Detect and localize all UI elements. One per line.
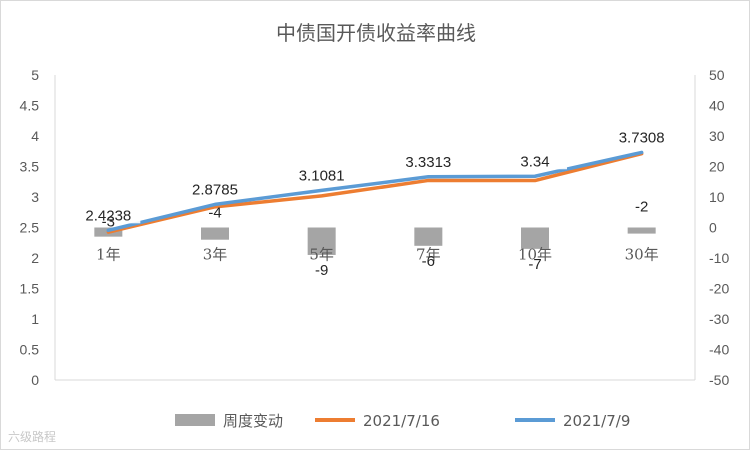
line-data-label: 3.3313 [405, 154, 451, 171]
left-tick-label: 2 [31, 250, 39, 266]
right-tick-label: 10 [709, 189, 725, 205]
left-tick-label: 5 [31, 67, 39, 83]
data-label-bg [183, 179, 247, 198]
data-label-bg [76, 205, 141, 224]
category-label: 30年 [625, 246, 659, 264]
bar [521, 227, 549, 249]
right-tick-label: -50 [709, 372, 729, 388]
right-tick-label: -10 [709, 250, 729, 266]
watermark: 六级路程 [8, 430, 57, 444]
data-label-bg [609, 127, 674, 146]
left-tick-label: 3 [31, 189, 39, 205]
legend-label: 周度变动 [223, 412, 283, 430]
legend-label: 2021/7/16 [363, 412, 440, 430]
bar-data-label: -2 [635, 199, 648, 216]
series-line [106, 151, 644, 234]
left-tick-label: 4 [31, 128, 39, 144]
line-data-label: 3.1081 [299, 167, 345, 184]
left-tick-label: 1 [31, 311, 39, 327]
line-data-label: 3.7308 [619, 129, 665, 146]
line-data-label: 3.34 [520, 153, 549, 170]
left-tick-label: 0 [31, 372, 39, 388]
right-tick-label: 0 [709, 220, 717, 236]
line-data-label: 2.8785 [192, 181, 238, 198]
legend-swatch [175, 414, 215, 426]
series-line [106, 150, 644, 233]
right-tick-label: -20 [709, 281, 729, 297]
data-label-bg [289, 165, 354, 184]
right-tick-label: 50 [709, 67, 725, 83]
bar-data-label: -4 [208, 205, 221, 222]
bar-data-label: -3 [102, 214, 115, 231]
legend-label: 2021/7/9 [563, 412, 630, 430]
data-label-bg [396, 151, 461, 170]
right-tick-label: 20 [709, 159, 725, 175]
right-tick-label: 40 [709, 98, 725, 114]
left-tick-label: 3.5 [20, 159, 40, 175]
left-tick-label: 4.5 [20, 98, 40, 114]
bar [201, 227, 229, 240]
category-label: 10年 [518, 246, 552, 264]
right-tick-label: -30 [709, 311, 729, 327]
right-tick-label: -40 [709, 342, 729, 358]
bar [307, 227, 336, 255]
right-tick-label: 30 [709, 128, 725, 144]
left-tick-label: 1.5 [20, 281, 40, 297]
bar-data-label: -9 [315, 262, 328, 279]
category-label: 1年 [96, 246, 121, 264]
bar-data-label: -6 [422, 253, 435, 270]
bar [627, 227, 656, 234]
chart-title: 中债国开债收益率曲线 [276, 21, 476, 45]
data-label-bg [503, 151, 567, 170]
bar-data-label: -7 [528, 256, 541, 273]
category-label: 3年 [203, 246, 228, 264]
bar [414, 227, 443, 246]
line-data-label: 2.4238 [85, 207, 131, 224]
left-tick-label: 2.5 [20, 220, 40, 236]
left-tick-label: 0.5 [20, 342, 40, 358]
category-label: 5年 [309, 246, 334, 264]
category-label: 7年 [416, 246, 441, 264]
